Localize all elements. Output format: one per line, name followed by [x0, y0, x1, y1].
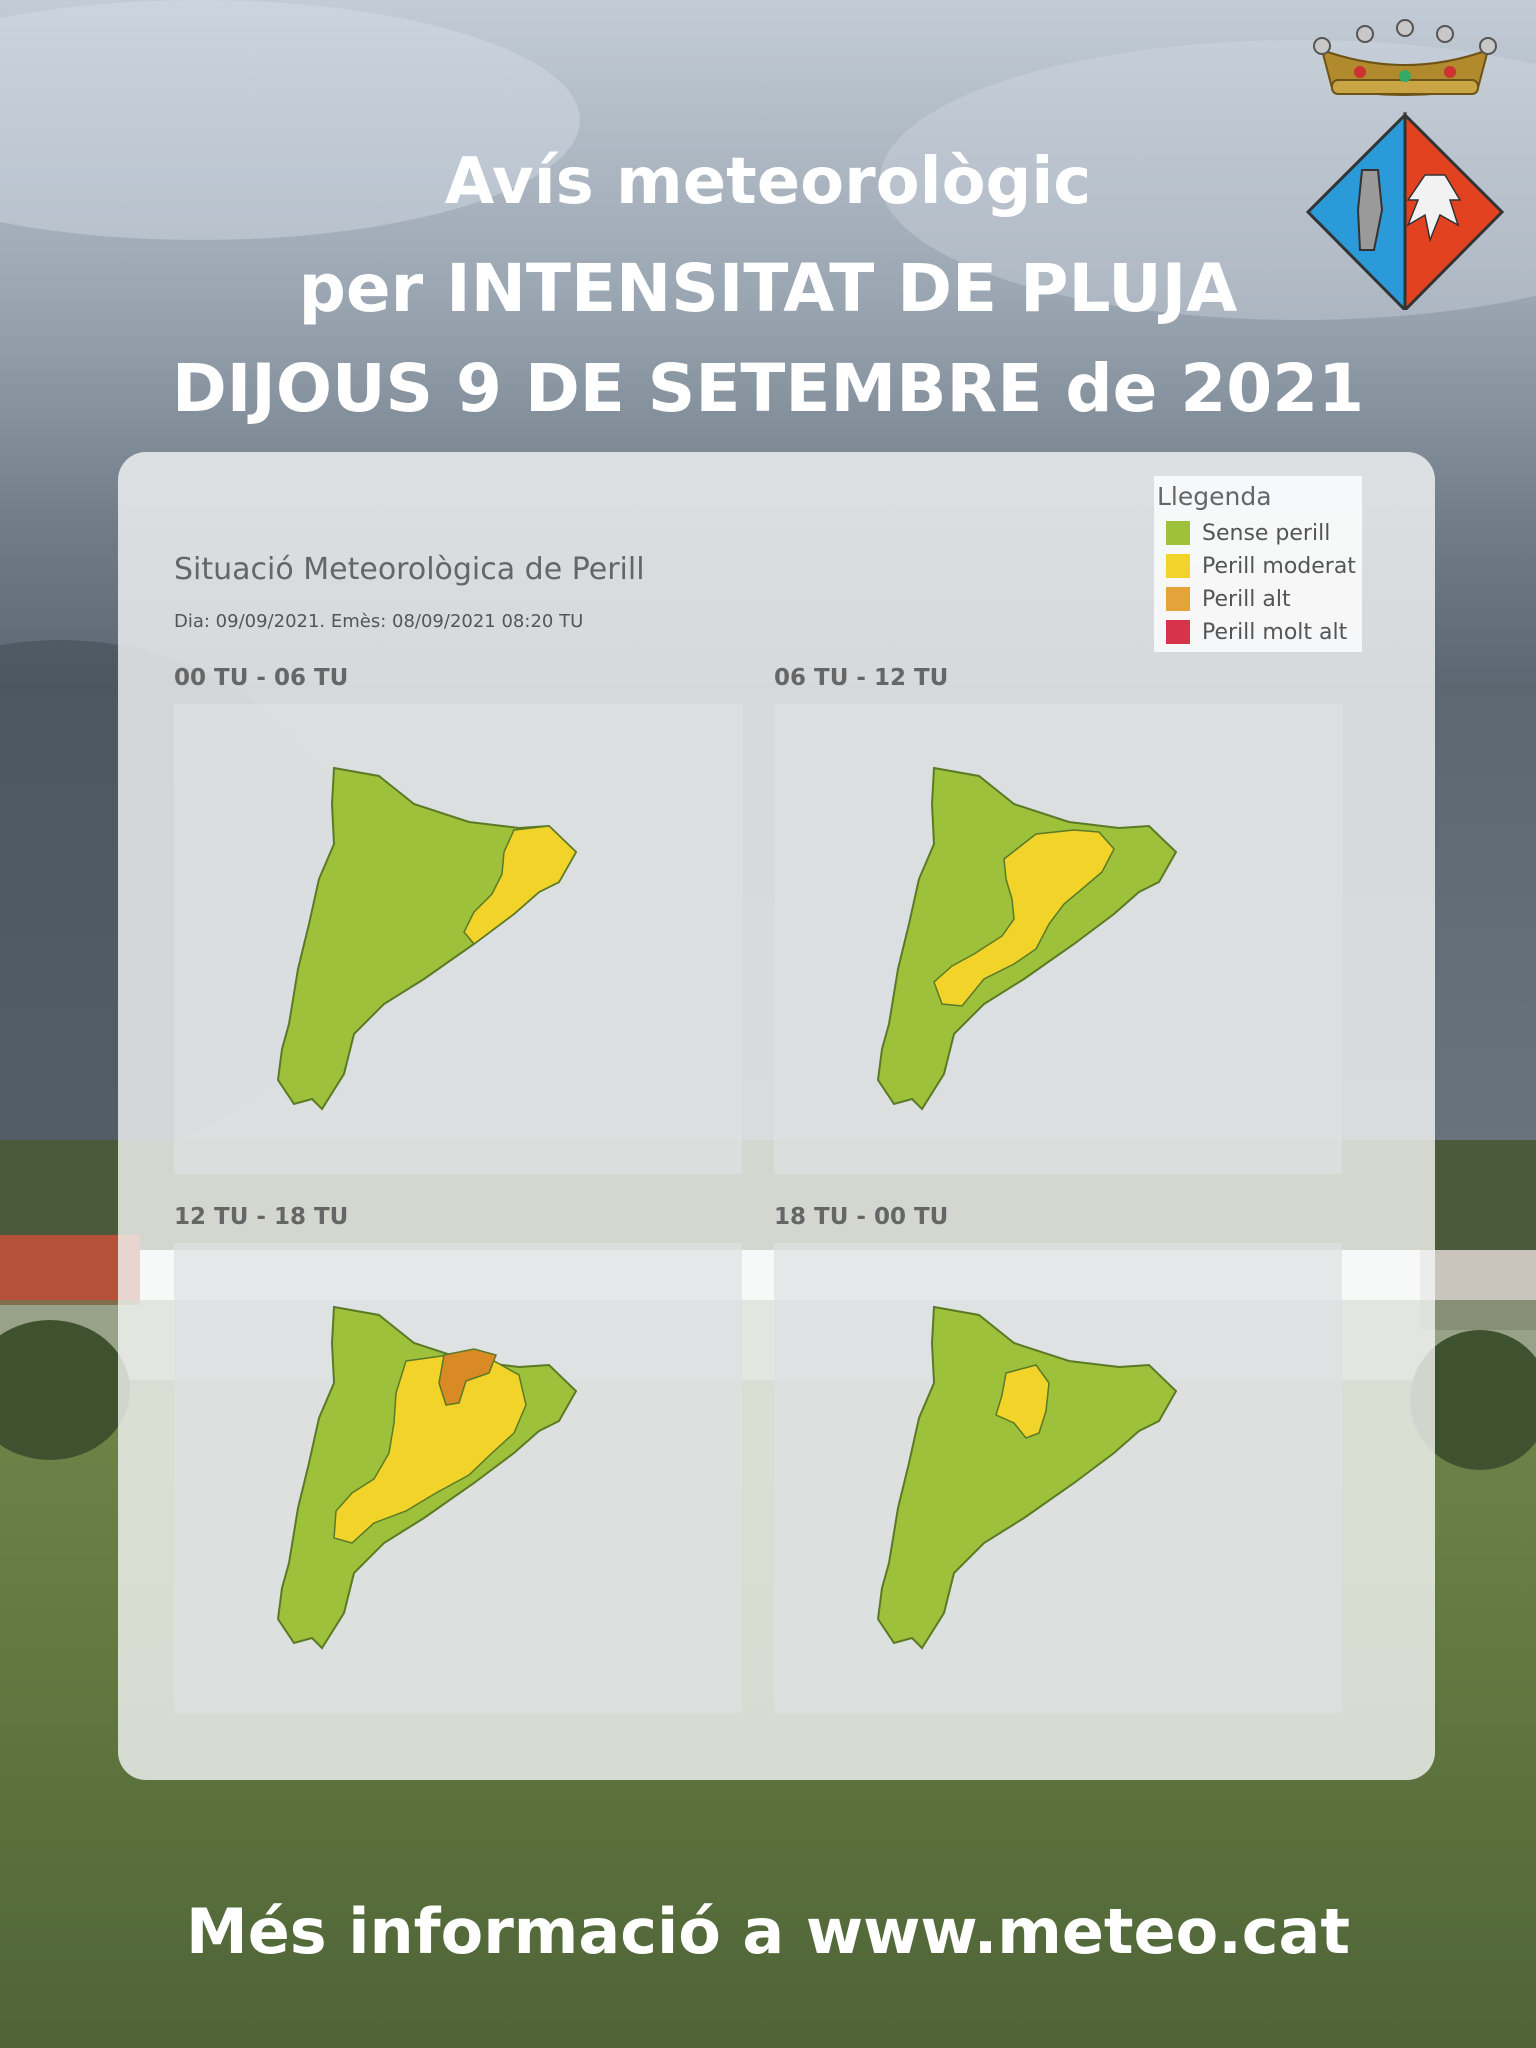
legend-label: Perill alt	[1202, 586, 1291, 612]
region-sense-perill	[276, 766, 578, 1111]
legend-swatch	[1166, 554, 1190, 578]
map-00-06	[174, 704, 742, 1174]
legend-label: Perill moderat	[1202, 553, 1356, 579]
map-12-18	[174, 1243, 742, 1713]
catalonia-map-00-06	[276, 766, 578, 1111]
map-06-12	[774, 704, 1342, 1174]
region-perill-moderat	[333, 1354, 527, 1544]
legend-item-perill-moderat: Perill moderat	[1166, 553, 1356, 579]
catalonia-map-06-12	[876, 766, 1178, 1111]
legend-swatch	[1166, 620, 1190, 644]
region-sense-perill	[876, 1305, 1178, 1650]
catalonia-map-18-00	[876, 1305, 1178, 1650]
panel-title: Situació Meteorològica de Perill	[174, 552, 645, 587]
legend: Llegenda Sense perill Perill moderat Per…	[1154, 476, 1362, 652]
map-label-00-06: 00 TU - 06 TU	[174, 665, 349, 691]
shield-icon	[1305, 111, 1505, 310]
crown-icon	[1313, 19, 1497, 96]
region-perill-moderat	[933, 829, 1115, 1007]
legend-title: Llegenda	[1157, 482, 1272, 511]
region-perill-moderat	[463, 825, 577, 946]
region-perill-alt	[438, 1348, 498, 1406]
catalonia-map-12-18	[276, 1305, 578, 1650]
map-label-06-12: 06 TU - 12 TU	[774, 665, 949, 691]
map-18-00	[774, 1243, 1342, 1713]
legend-item-perill-alt: Perill alt	[1166, 586, 1291, 612]
title-line-3: DIJOUS 9 DE SETEMBRE de 2021	[171, 350, 1365, 427]
region-perill-moderat	[995, 1364, 1050, 1439]
legend-swatch	[1166, 521, 1190, 545]
forecast-panel: Situació Meteorològica de Perill Dia: 09…	[118, 452, 1435, 1780]
legend-label: Sense perill	[1202, 520, 1331, 546]
legend-item-perill-molt-alt: Perill molt alt	[1166, 619, 1347, 645]
map-label-18-00: 18 TU - 00 TU	[774, 1204, 949, 1230]
coat-of-arms-logo	[1305, 19, 1505, 310]
legend-swatch	[1166, 587, 1190, 611]
legend-item-sense-perill: Sense perill	[1166, 520, 1330, 546]
title-line-2: per INTENSITAT DE PLUJA	[298, 250, 1238, 327]
map-label-12-18: 12 TU - 18 TU	[174, 1204, 349, 1230]
footer-more-info: Més informació a www.meteo.cat	[186, 1895, 1350, 1968]
legend-label: Perill molt alt	[1202, 619, 1348, 645]
title-line-1: Avís meteorològic	[444, 145, 1092, 219]
panel-subtitle: Dia: 09/09/2021. Emès: 08/09/2021 08:20 …	[174, 611, 584, 632]
